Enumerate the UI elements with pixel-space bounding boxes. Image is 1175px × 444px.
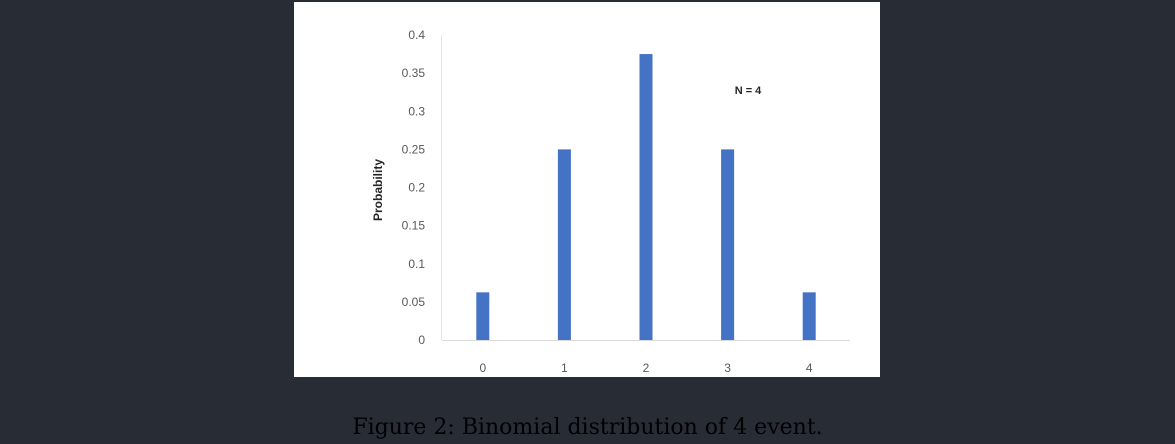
y-tick-label: 0.05 <box>402 295 426 309</box>
y-tick-label: 0.1 <box>408 257 425 271</box>
y-tick-label: 0 <box>418 333 425 347</box>
y-tick-label: 0.15 <box>402 219 426 233</box>
y-tick-label: 0.2 <box>408 181 425 195</box>
bar-4 <box>802 292 816 340</box>
y-tick-label: 0.25 <box>402 142 426 156</box>
x-tick-label: 0 <box>479 361 486 375</box>
y-tick-label: 0.35 <box>402 66 426 80</box>
bar-0 <box>476 292 490 340</box>
x-tick-label: 4 <box>806 361 813 375</box>
y-tick-label: 0.3 <box>408 104 425 118</box>
y-tick-label: 0.4 <box>408 28 425 42</box>
x-axis-ticks: 0 1 2 3 4 <box>479 361 812 375</box>
binomial-bar-chart: 0 0.05 0.1 0.15 0.2 0.25 0.3 0.35 0.4 0 1 2 3 4 Prob… <box>371 28 850 375</box>
bar-1 <box>557 149 571 340</box>
figure-caption: Figure 2: Binomial distribution of 4 eve… <box>352 415 823 440</box>
x-tick-label: 2 <box>643 361 650 375</box>
x-tick-label: 1 <box>561 361 568 375</box>
y-axis-ticks: 0 0.05 0.1 0.15 0.2 0.25 0.3 0.35 0.4 <box>402 28 426 347</box>
bar-3 <box>721 149 735 340</box>
y-axis-label: Probability <box>371 159 385 221</box>
chart-annotation: N = 4 <box>735 85 762 97</box>
bars <box>476 54 816 340</box>
x-tick-label: 3 <box>724 361 731 375</box>
bar-2 <box>639 54 653 340</box>
chart-figure: 0 0.05 0.1 0.15 0.2 0.25 0.3 0.35 0.4 0 1 2 3 4 Prob… <box>294 2 880 377</box>
